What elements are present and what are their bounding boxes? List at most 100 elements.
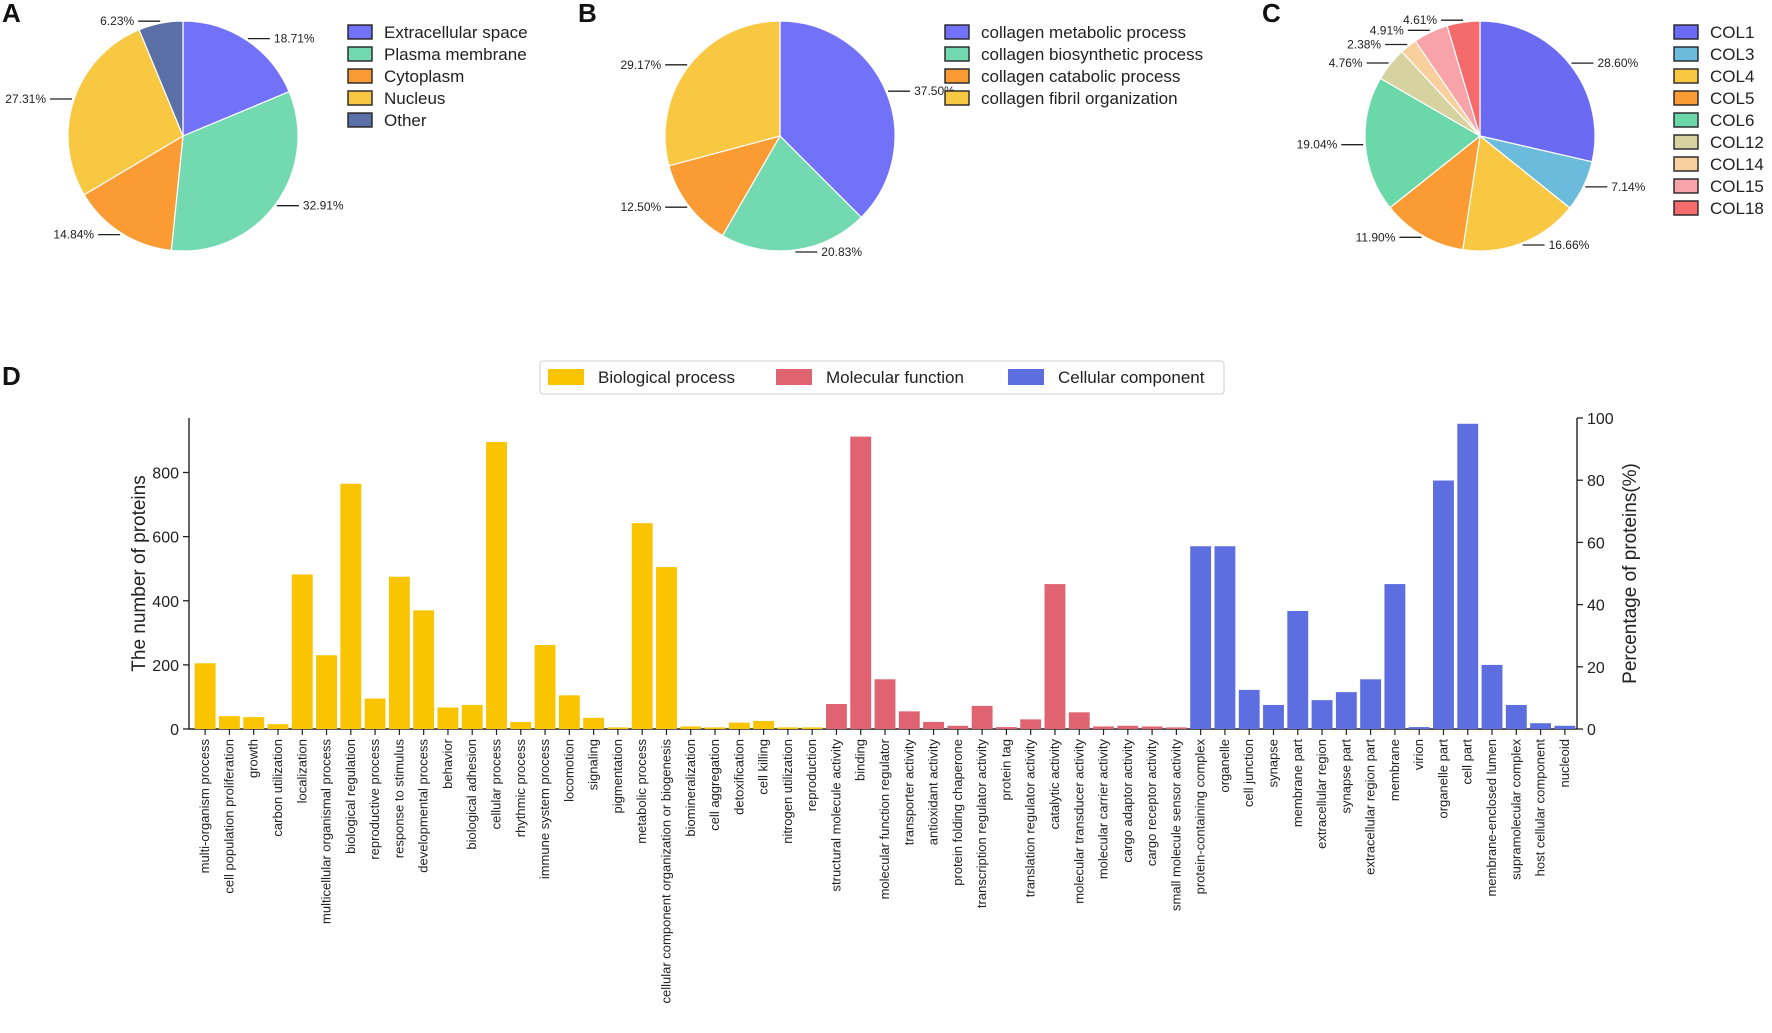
bar: [388, 576, 410, 729]
legend-swatch: [347, 112, 373, 128]
x-tick-label: reproductive process: [367, 739, 382, 860]
legend-swatch: [1673, 112, 1699, 128]
bar: [1093, 726, 1114, 729]
bar: [291, 574, 313, 729]
x-tick-label: cargo receptor activity: [1144, 739, 1159, 867]
x-tick-label: cell population proliferation: [221, 739, 236, 894]
x-tick-label: pigmentation: [610, 739, 625, 813]
bar: [826, 703, 847, 729]
x-tick-label: multicellular organismal process: [319, 739, 334, 924]
x-tick-label: transporter activity: [901, 739, 916, 846]
pie-slice: [67, 28, 184, 196]
legend-label: COL18: [1710, 199, 1764, 218]
bar: [218, 716, 240, 729]
bar: [194, 663, 216, 729]
y-tick-label: 200: [152, 658, 179, 675]
x-tick-label: cell aggregation: [707, 739, 722, 831]
bar: [1360, 679, 1382, 729]
y2-axis-title: Percentage of proteins(%): [1620, 463, 1641, 684]
x-tick-label: antioxidant activity: [926, 739, 941, 846]
pie-slice: [83, 134, 184, 252]
y2-tick-label: 100: [1587, 411, 1614, 428]
pie-slice: [664, 20, 781, 167]
bar: [558, 695, 580, 729]
legend-label: Extracellular space: [384, 23, 528, 42]
legend-swatch: [944, 24, 970, 40]
bar: [1117, 725, 1139, 729]
x-tick-label: molecular carrier activity: [1096, 739, 1111, 880]
bar: [340, 483, 362, 729]
slice-value-label: 20.83%: [821, 245, 862, 259]
panel-label: C: [1262, 0, 1281, 28]
legend-label: collagen fibril organization: [981, 89, 1178, 108]
x-tick-label: locomotion: [561, 739, 576, 802]
slice-value-label: 11.90%: [1356, 230, 1396, 244]
legend-label: Plasma membrane: [384, 45, 527, 64]
x-tick-label: cell killing: [756, 739, 771, 795]
bar: [656, 567, 677, 729]
legend-label: Nucleus: [384, 89, 445, 108]
bar: [1190, 546, 1212, 729]
bar: [801, 727, 823, 729]
legend-swatch: [1008, 369, 1044, 385]
x-tick-label: cellular process: [489, 739, 504, 830]
y2-tick-label: 80: [1587, 473, 1605, 490]
slice-value-label: 18.71%: [274, 32, 315, 46]
x-tick-label: synapse part: [1338, 739, 1353, 814]
bar: [850, 436, 872, 729]
y2-tick-label: 0: [1587, 722, 1596, 739]
bar: [461, 704, 483, 729]
panel-d: D Biological process Molecular function Cel…: [2, 360, 1641, 1004]
bar: [1238, 689, 1260, 729]
slice-value-label: 7.14%: [1611, 180, 1645, 194]
y-tick-label: 400: [152, 594, 179, 611]
slice-value-label: 29.17%: [620, 58, 661, 72]
bar: [534, 645, 556, 729]
bar: [923, 721, 944, 729]
bar: [704, 727, 726, 729]
bar: [1287, 611, 1309, 729]
slice-value-label: 16.66%: [1549, 238, 1590, 252]
bar: [364, 698, 386, 729]
y-tick-label: 0: [170, 722, 179, 739]
legend-label: collagen catabolic process: [981, 67, 1180, 86]
x-tick-label: catalytic activity: [1047, 739, 1062, 830]
bar: [898, 711, 920, 729]
pie-slice: [1364, 77, 1482, 209]
bar: [267, 724, 289, 729]
bar: [1530, 723, 1552, 729]
x-tick-label: immune system process: [537, 739, 552, 880]
pie-slice: [170, 90, 299, 252]
x-tick-label: signaling: [586, 739, 601, 790]
x-tick-label: developmental process: [416, 739, 431, 873]
legend-swatch: [1673, 46, 1699, 62]
bar: [631, 523, 653, 729]
legend-label: collagen biosynthetic process: [981, 45, 1203, 64]
legend-label: COL12: [1710, 133, 1764, 152]
legend-label: Molecular function: [826, 368, 964, 387]
slice-value-label: 27.31%: [5, 92, 46, 106]
legend-swatch: [347, 46, 373, 62]
slice-value-label: 2.38%: [1347, 38, 1381, 52]
legend-swatch: [347, 24, 373, 40]
x-tick-label: transcription regulator activity: [974, 739, 989, 909]
x-tick-label: membrane part: [1290, 739, 1305, 828]
bar: [1311, 700, 1333, 729]
bar: [1554, 725, 1576, 729]
bar: [1020, 719, 1042, 729]
y2-tick-label: 40: [1587, 598, 1605, 615]
bar: [437, 707, 459, 729]
panel-label: A: [2, 0, 21, 28]
legend-swatch: [548, 369, 584, 385]
pie-slice: [779, 20, 896, 219]
x-tick-label: nucleoid: [1557, 739, 1572, 787]
x-tick-label: translation regulator activity: [1023, 739, 1038, 898]
bar: [607, 727, 629, 729]
pie-slice: [1479, 20, 1596, 163]
x-tick-label: extracellular region part: [1363, 739, 1378, 875]
legend-swatch: [944, 46, 970, 62]
legend-swatch: [347, 68, 373, 84]
panel-label: B: [578, 0, 597, 28]
pie-slice: [182, 20, 290, 137]
chart-legend: Biological process Molecular function Cell…: [539, 360, 1225, 395]
